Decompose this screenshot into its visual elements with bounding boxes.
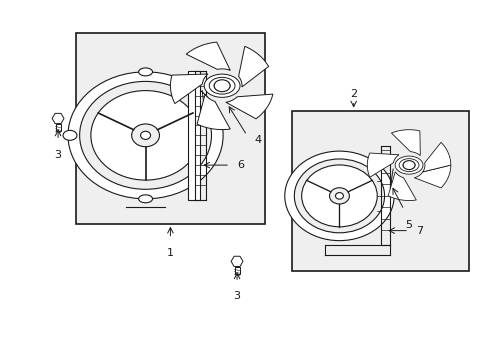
Ellipse shape — [138, 195, 152, 203]
Text: 7: 7 — [415, 226, 422, 235]
Ellipse shape — [402, 161, 414, 170]
Ellipse shape — [138, 68, 152, 76]
Polygon shape — [238, 46, 268, 87]
Polygon shape — [231, 256, 243, 266]
Text: 4: 4 — [253, 135, 261, 145]
Text: 5: 5 — [405, 220, 412, 230]
Ellipse shape — [214, 81, 230, 91]
Polygon shape — [52, 113, 64, 123]
Text: 2: 2 — [349, 89, 357, 99]
Ellipse shape — [294, 159, 384, 233]
Ellipse shape — [402, 161, 414, 169]
Bar — [76, 33, 264, 224]
Bar — [234, 267, 239, 274]
Ellipse shape — [204, 74, 240, 97]
Polygon shape — [414, 165, 450, 188]
Ellipse shape — [209, 77, 235, 94]
Bar — [188, 71, 200, 200]
Ellipse shape — [131, 124, 159, 147]
Ellipse shape — [214, 80, 230, 92]
Text: 1: 1 — [166, 248, 174, 258]
Ellipse shape — [335, 193, 343, 199]
Polygon shape — [186, 42, 230, 70]
Ellipse shape — [91, 91, 200, 180]
Ellipse shape — [301, 165, 376, 227]
Ellipse shape — [284, 151, 393, 240]
Bar — [291, 111, 468, 271]
Polygon shape — [225, 94, 272, 119]
Ellipse shape — [141, 131, 150, 139]
Text: 3: 3 — [55, 150, 61, 160]
Ellipse shape — [329, 188, 349, 204]
Ellipse shape — [398, 159, 418, 172]
Polygon shape — [366, 153, 398, 177]
Ellipse shape — [63, 130, 77, 140]
Ellipse shape — [80, 81, 211, 189]
Text: 3: 3 — [233, 291, 240, 301]
Polygon shape — [387, 172, 415, 201]
Polygon shape — [390, 130, 420, 156]
Bar — [56, 125, 61, 131]
Polygon shape — [197, 94, 230, 130]
Polygon shape — [170, 74, 207, 104]
Polygon shape — [422, 142, 450, 172]
Ellipse shape — [394, 156, 422, 174]
Text: 6: 6 — [237, 160, 244, 170]
Ellipse shape — [68, 72, 223, 199]
